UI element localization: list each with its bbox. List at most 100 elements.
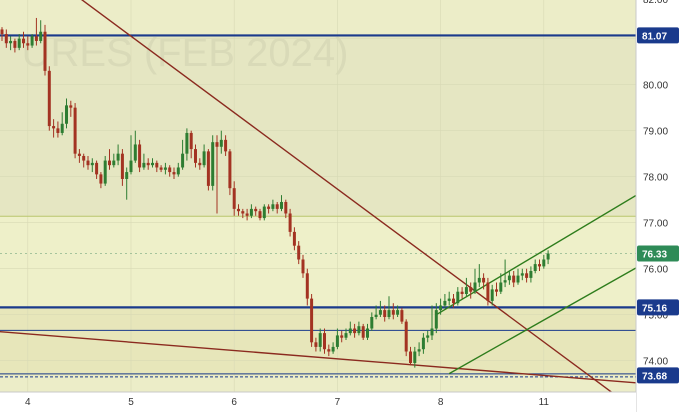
candle-body: [13, 40, 17, 48]
candle-body: [305, 273, 309, 299]
price-tick-label: 77.00: [643, 219, 668, 230]
candle-body: [125, 172, 129, 179]
candle-body: [335, 335, 339, 347]
time-axis[interactable]: 4 5 6 7 8 11: [0, 391, 636, 412]
candle-body: [520, 273, 524, 276]
candle-body: [421, 337, 425, 350]
candle-body: [262, 206, 266, 219]
candle-body: [318, 333, 322, 347]
candle-body: [357, 326, 361, 334]
time-tick-label: 4: [25, 397, 31, 408]
candle-body: [460, 291, 464, 294]
band-mid: [0, 216, 636, 308]
candle-body: [447, 298, 451, 301]
level-badge-bg: [637, 27, 679, 44]
candle-body: [361, 326, 365, 338]
candle-body: [95, 162, 99, 175]
candle-body: [443, 300, 447, 306]
price-badges: 81.07 75.16 73.68 76.33: [637, 27, 679, 384]
candle-body: [237, 208, 240, 212]
price-tick-label: 79.00: [643, 127, 668, 138]
candle-body: [507, 275, 511, 281]
trend-line-channel-lower: [448, 263, 644, 375]
candle-body: [52, 126, 56, 129]
candle-body: [538, 264, 541, 267]
trend-line-long-support: [0, 330, 648, 385]
candle-body: [546, 253, 550, 260]
candle-body: [473, 282, 477, 292]
price-tick-label: 82.00: [643, 0, 668, 6]
candle-body: [374, 314, 378, 318]
candle-body: [103, 160, 107, 184]
candle-body: [34, 36, 38, 41]
candle-body: [189, 132, 193, 150]
candle-body: [249, 208, 253, 216]
candle-body: [206, 151, 210, 186]
candle-body: [159, 167, 163, 170]
candle-body: [542, 259, 546, 267]
candle-body: [370, 317, 374, 329]
watermark-text: URES (FEB 2024): [22, 31, 349, 75]
candle-body: [258, 211, 262, 219]
candle-body: [486, 282, 490, 301]
candle-body: [43, 31, 47, 71]
candle-body: [404, 321, 408, 352]
candle-body: [529, 270, 533, 278]
level-badge: 75.16: [642, 303, 667, 314]
candle-body: [30, 36, 34, 46]
candle-body: [280, 201, 283, 209]
candle-body: [112, 160, 116, 166]
candle-body: [224, 139, 228, 152]
price-tick-label: 80.00: [643, 81, 668, 92]
candle-body: [413, 351, 417, 364]
candle-body: [151, 162, 154, 166]
candle-body: [133, 144, 137, 161]
candle-body: [155, 162, 159, 168]
candle-body: [241, 211, 245, 214]
candle-body: [464, 287, 468, 294]
candle-body: [202, 151, 206, 166]
candle-body: [499, 282, 503, 292]
candle-body: [482, 277, 486, 283]
candle-body: [417, 349, 421, 352]
candle-body: [163, 167, 167, 170]
candle-body: [456, 291, 460, 304]
price-axis[interactable]: 82.00 74.00 75.00 76.00 77.00 78.00 79.00 80.00…: [635, 0, 680, 412]
candle-body: [426, 335, 430, 338]
candle-body: [327, 349, 331, 352]
candle-body: [77, 153, 81, 156]
candle-body: [409, 351, 412, 364]
candle-body: [245, 213, 249, 216]
candle-body: [348, 328, 352, 334]
candle-body: [60, 123, 64, 133]
candle-body: [211, 142, 215, 186]
time-tick-label: 5: [128, 397, 134, 408]
candle-body: [26, 43, 30, 46]
candle-body: [129, 160, 133, 173]
candle-body: [477, 277, 481, 283]
candle-body: [495, 289, 498, 292]
candle-body: [176, 167, 180, 175]
level-badge: 73.68: [642, 371, 667, 382]
time-tick-label: 8: [438, 397, 444, 408]
candle-body: [387, 310, 391, 318]
candle-body: [172, 172, 176, 175]
price-tick-label: 75.00: [643, 311, 668, 322]
candle-body: [0, 29, 4, 35]
candle-body: [82, 155, 86, 161]
candle-body: [310, 298, 314, 343]
candle-body: [400, 310, 404, 322]
time-tick-label: 7: [335, 397, 341, 408]
band-upper: [0, 35, 636, 217]
candles: [0, 17, 550, 368]
candle-body: [503, 280, 507, 283]
candle-body: [108, 160, 111, 166]
level-badge-bg: [637, 299, 679, 316]
candle-body: [430, 328, 434, 336]
candle-body: [4, 34, 8, 44]
candle-body: [301, 259, 305, 274]
candle-body: [86, 160, 90, 166]
level-badge-bg: [637, 367, 679, 384]
